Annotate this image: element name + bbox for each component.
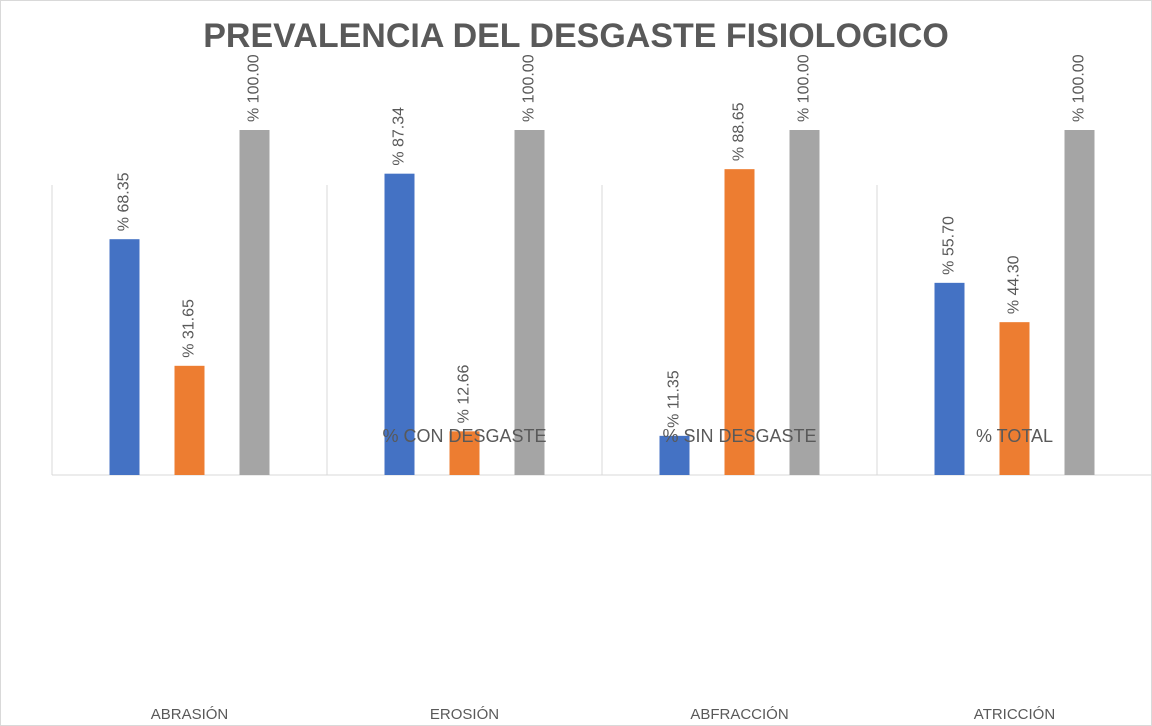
data-label: % 100.00 — [1071, 54, 1088, 122]
data-label: % 100.00 — [796, 54, 813, 122]
data-label: % 44.30 — [1006, 255, 1023, 314]
bar — [239, 130, 270, 475]
x-tick-label: ATRICCIÓN — [974, 706, 1055, 723]
data-label: % 88.65 — [731, 102, 748, 161]
data-label: % 12.66 — [456, 365, 473, 424]
bar — [514, 130, 545, 475]
bar — [449, 431, 480, 475]
bar — [999, 322, 1030, 475]
bar — [1064, 130, 1095, 475]
data-label: % 31.65 — [181, 299, 198, 358]
legend-label: % TOTAL — [976, 426, 1053, 446]
data-label: % 100.00 — [521, 54, 538, 122]
chart-title: PREVALENCIA DEL DESGASTE FISIOLOGICO — [203, 17, 949, 55]
data-label: % 68.35 — [116, 172, 133, 231]
bar — [789, 130, 820, 475]
bar — [174, 365, 205, 475]
data-label: % 100.00 — [246, 54, 263, 122]
data-label: % 11.35 — [666, 370, 683, 428]
legend-label: % CON DESGASTE — [382, 426, 546, 446]
bar — [109, 239, 140, 475]
x-tick-label: ABFRACCIÓN — [690, 706, 788, 723]
legend-label: % SIN DESGASTE — [662, 426, 816, 446]
x-tick-label: ABRASIÓN — [151, 706, 229, 723]
bar — [724, 169, 755, 475]
bar — [384, 173, 415, 475]
data-label: % 55.70 — [941, 216, 958, 275]
bar — [659, 435, 690, 475]
x-tick-label: EROSIÓN — [430, 706, 499, 723]
data-label: % 87.34 — [391, 107, 408, 166]
bar — [934, 282, 965, 475]
